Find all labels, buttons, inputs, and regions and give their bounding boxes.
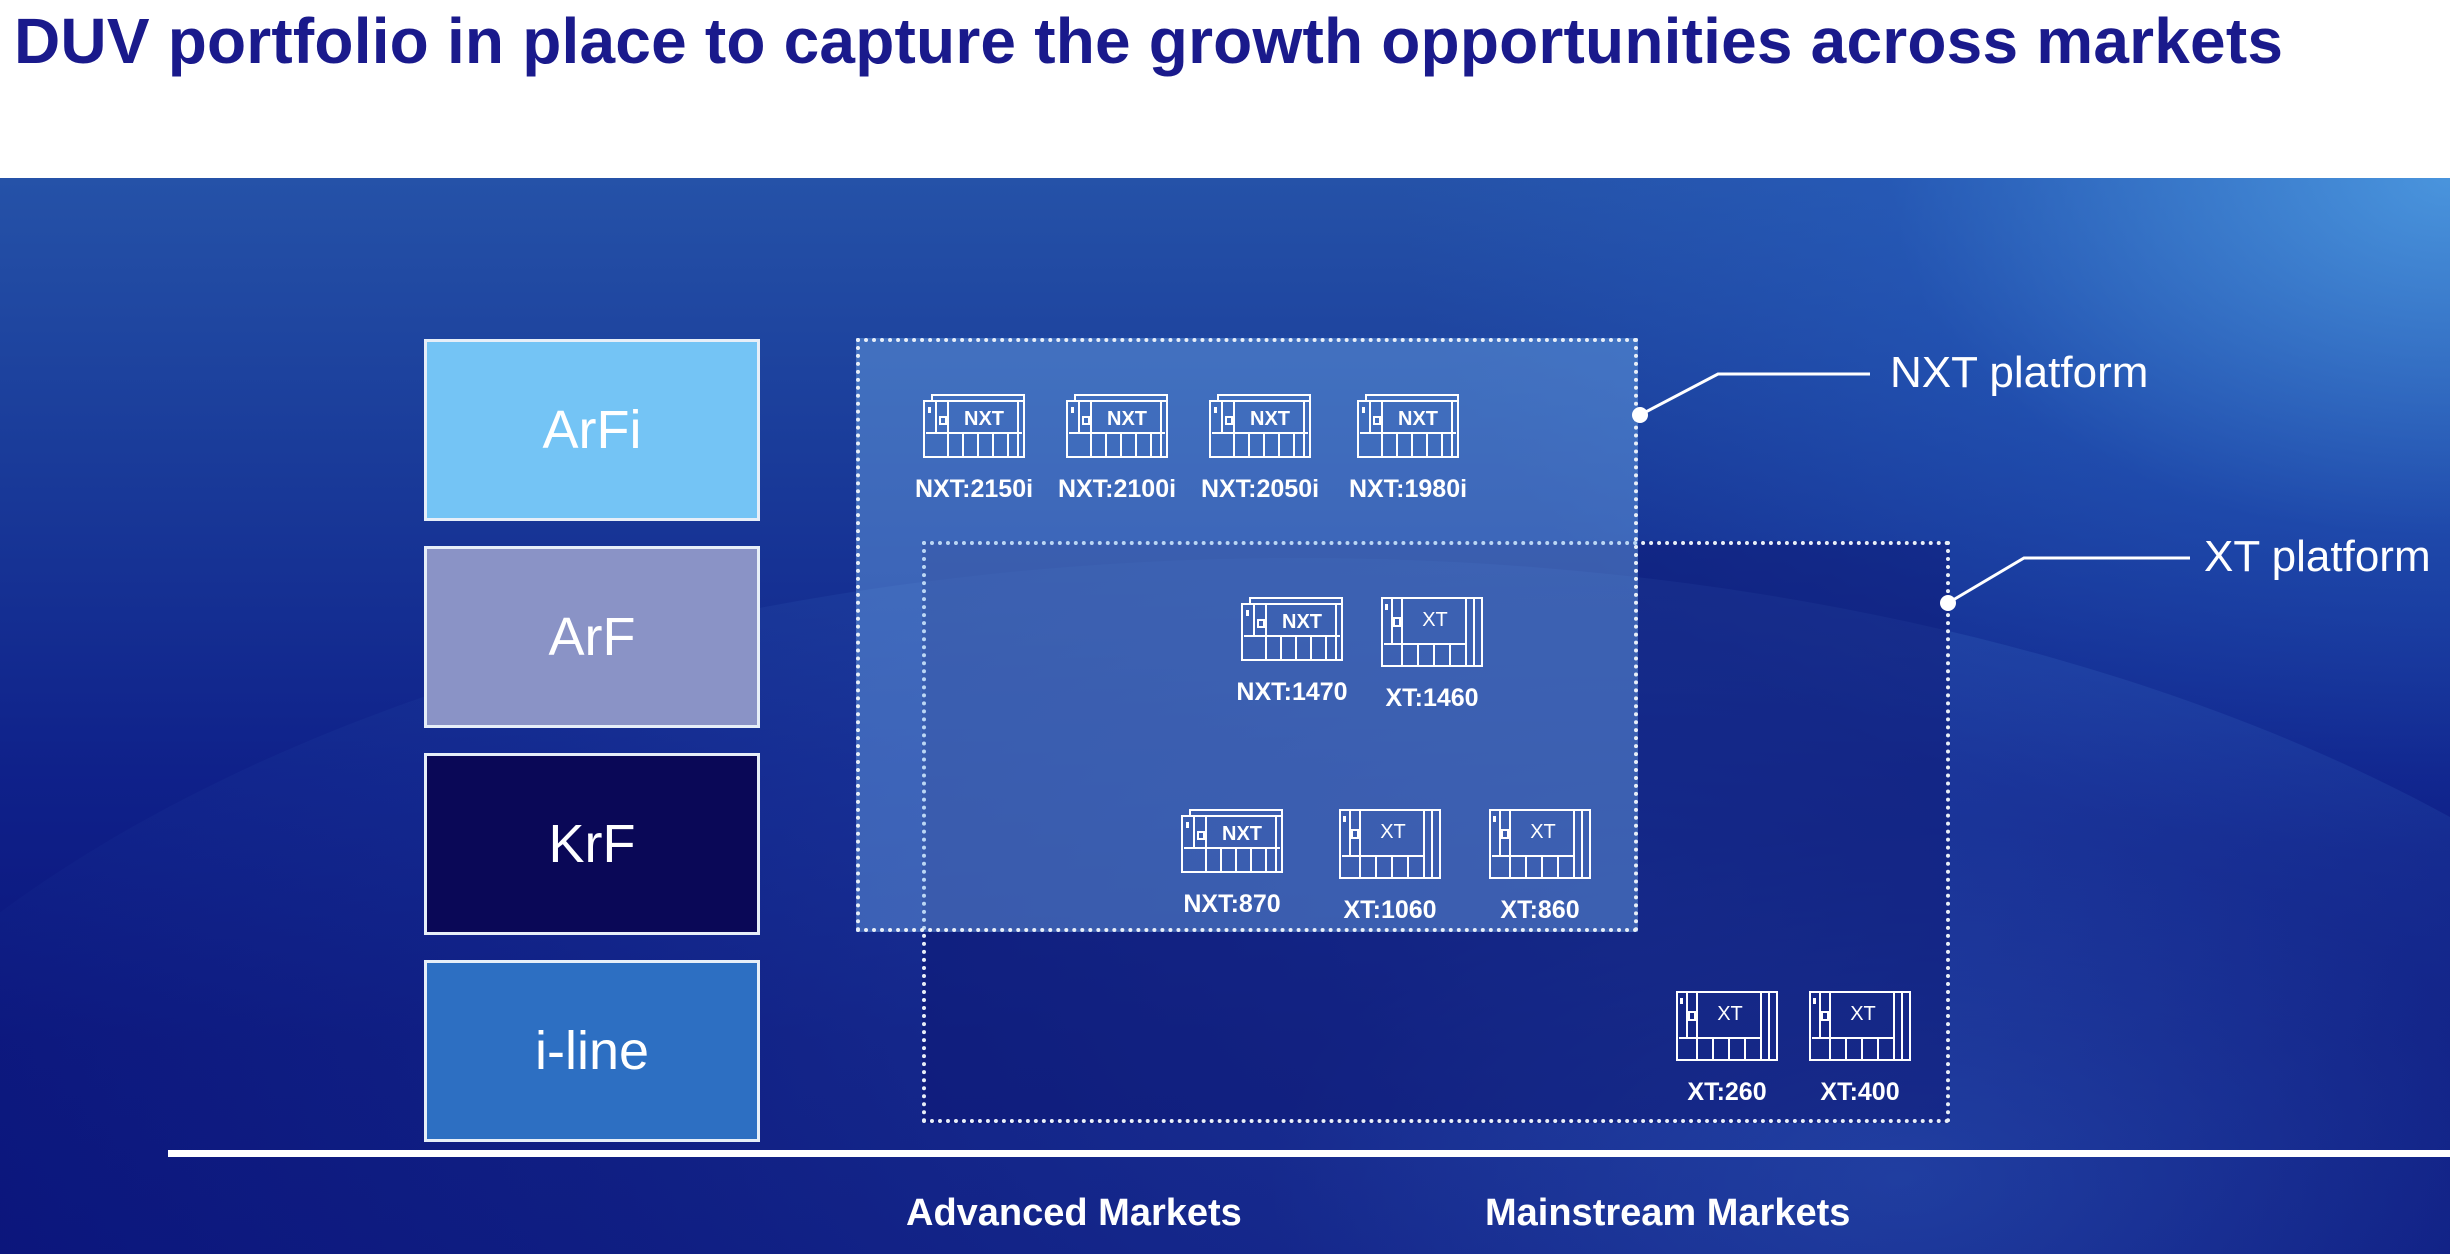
machine-icon-xt-400: XT bbox=[1808, 990, 1912, 1062]
svg-text:NXT: NXT bbox=[1107, 408, 1147, 430]
machine-label-nxt-2050i: NXT:2050i bbox=[1200, 475, 1320, 503]
svg-text:NXT: NXT bbox=[1250, 408, 1290, 430]
band-iline-label: i-line bbox=[534, 1021, 650, 1081]
svg-text:NXT: NXT bbox=[1398, 408, 1438, 430]
svg-text:XT: XT bbox=[1422, 609, 1448, 631]
nxt-scanner-icon: NXT bbox=[1181, 809, 1283, 873]
xt-callout-line bbox=[1947, 556, 2190, 605]
nxt-scanner-icon: NXT bbox=[1357, 394, 1459, 458]
svg-text:XT: XT bbox=[1380, 821, 1406, 843]
xt-scanner-icon: XT bbox=[1339, 809, 1441, 879]
nxt-scanner-icon: NXT bbox=[1241, 597, 1343, 661]
xt-scanner-icon: XT bbox=[1381, 597, 1483, 667]
machine-icon-nxt-2100i: NXT bbox=[1065, 387, 1169, 459]
machine-icon-xt-1460: XT bbox=[1380, 596, 1484, 668]
xt-platform-box bbox=[922, 541, 1950, 1123]
machine-icon-nxt-2050i: NXT bbox=[1208, 387, 1312, 459]
machine-icon-nxt-1470: NXT bbox=[1240, 590, 1344, 662]
svg-text:XT: XT bbox=[1850, 1003, 1876, 1025]
xt-callout-dot bbox=[1940, 595, 1956, 611]
svg-text:XT: XT bbox=[1717, 1003, 1743, 1025]
svg-text:XT: XT bbox=[1530, 821, 1556, 843]
xt-platform-label: XT platform bbox=[2204, 532, 2431, 581]
machine-label-xt-260: XT:260 bbox=[1687, 1078, 1767, 1106]
band-arf: ArF bbox=[424, 546, 760, 728]
xt-scanner-icon: XT bbox=[1676, 991, 1778, 1061]
machine-icon-nxt-2150i: NXT bbox=[922, 387, 1026, 459]
machine-label-nxt-2100i: NXT:2100i bbox=[1057, 475, 1177, 503]
diagram-panel bbox=[0, 178, 2450, 1254]
band-arf-label: ArF bbox=[548, 607, 636, 667]
nxt-platform-label: NXT platform bbox=[1890, 348, 2149, 397]
machine-icon-xt-1060: XT bbox=[1338, 808, 1442, 880]
band-arfi-label: ArFi bbox=[542, 400, 642, 460]
page-title: DUV portfolio in place to capture the gr… bbox=[14, 5, 2284, 77]
nxt-callout-line bbox=[1639, 372, 1870, 417]
nxt-scanner-icon: NXT bbox=[1209, 394, 1311, 458]
machine-icon-xt-860: XT bbox=[1488, 808, 1592, 880]
machine-label-xt-1460: XT:1460 bbox=[1385, 684, 1479, 712]
nxt-callout-dot bbox=[1632, 407, 1648, 423]
advanced-markets-label: Advanced Markets bbox=[906, 1192, 1242, 1234]
machine-icon-nxt-870: NXT bbox=[1180, 802, 1284, 874]
machine-label-xt-1060: XT:1060 bbox=[1343, 896, 1437, 924]
machine-label-nxt-2150i: NXT:2150i bbox=[914, 475, 1034, 503]
nxt-scanner-icon: NXT bbox=[1066, 394, 1168, 458]
machine-label-nxt-1980i: NXT:1980i bbox=[1348, 475, 1468, 503]
mainstream-markets-label: Mainstream Markets bbox=[1485, 1192, 1851, 1234]
band-krf: KrF bbox=[424, 753, 760, 935]
xt-scanner-icon: XT bbox=[1809, 991, 1911, 1061]
machine-label-nxt-870: NXT:870 bbox=[1183, 890, 1281, 918]
machine-label-xt-400: XT:400 bbox=[1820, 1078, 1900, 1106]
band-iline: i-line bbox=[424, 960, 760, 1142]
xt-scanner-icon: XT bbox=[1489, 809, 1591, 879]
market-axis-line bbox=[168, 1150, 2450, 1157]
band-krf-label: KrF bbox=[548, 814, 636, 874]
svg-text:NXT: NXT bbox=[964, 408, 1004, 430]
band-arfi: ArFi bbox=[424, 339, 760, 521]
machine-label-xt-860: XT:860 bbox=[1500, 896, 1580, 924]
machine-label-nxt-1470: NXT:1470 bbox=[1236, 678, 1348, 706]
machine-icon-xt-260: XT bbox=[1675, 990, 1779, 1062]
machine-icon-nxt-1980i: NXT bbox=[1356, 387, 1460, 459]
svg-text:NXT: NXT bbox=[1282, 611, 1322, 633]
svg-text:NXT: NXT bbox=[1222, 823, 1262, 845]
nxt-scanner-icon: NXT bbox=[923, 394, 1025, 458]
